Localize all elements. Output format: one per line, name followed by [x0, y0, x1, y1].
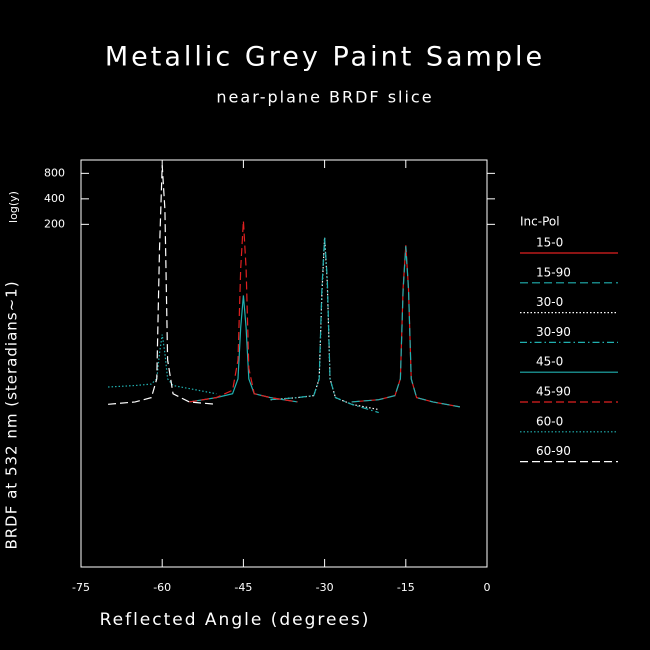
legend-label: 45-0: [536, 355, 563, 369]
data-line: [351, 246, 461, 408]
legend-title: Inc-Pol: [520, 215, 560, 229]
y-tick-label: 400: [44, 192, 65, 205]
x-tick-label: 0: [484, 581, 491, 594]
chart-title: Metallic Grey Paint Sample: [105, 42, 545, 73]
legend-label: 60-90: [536, 444, 571, 458]
x-tick-label: -30: [316, 581, 334, 594]
legend-label: 30-0: [536, 295, 563, 309]
x-tick-label: -60: [153, 581, 171, 594]
y-tick-label: 200: [44, 217, 65, 230]
chart-subtitle: near-plane BRDF slice: [216, 88, 433, 107]
x-axis-label: Reflected Angle (degrees): [100, 610, 371, 630]
y-axis-label: BRDF at 532 nm (steradians~1): [3, 280, 21, 549]
y-tick-label: 800: [44, 166, 65, 179]
x-tick-label: -45: [234, 581, 252, 594]
data-line: [270, 237, 379, 414]
data-line: [108, 334, 217, 395]
data-line: [270, 237, 379, 411]
data-line: [108, 165, 217, 405]
legend-label: 15-0: [536, 236, 563, 250]
y-scale-label: log(y): [7, 191, 20, 223]
data-line: [189, 295, 298, 403]
data-line: [351, 245, 461, 408]
legend-label: 30-90: [536, 325, 571, 339]
legend-label: 60-0: [536, 414, 563, 428]
x-tick-label: -15: [397, 581, 415, 594]
x-tick-label: -75: [72, 581, 90, 594]
data-line: [189, 220, 298, 403]
legend-label: 45-90: [536, 385, 571, 399]
plot-frame: [80, 159, 488, 568]
legend-label: 15-90: [536, 265, 571, 279]
